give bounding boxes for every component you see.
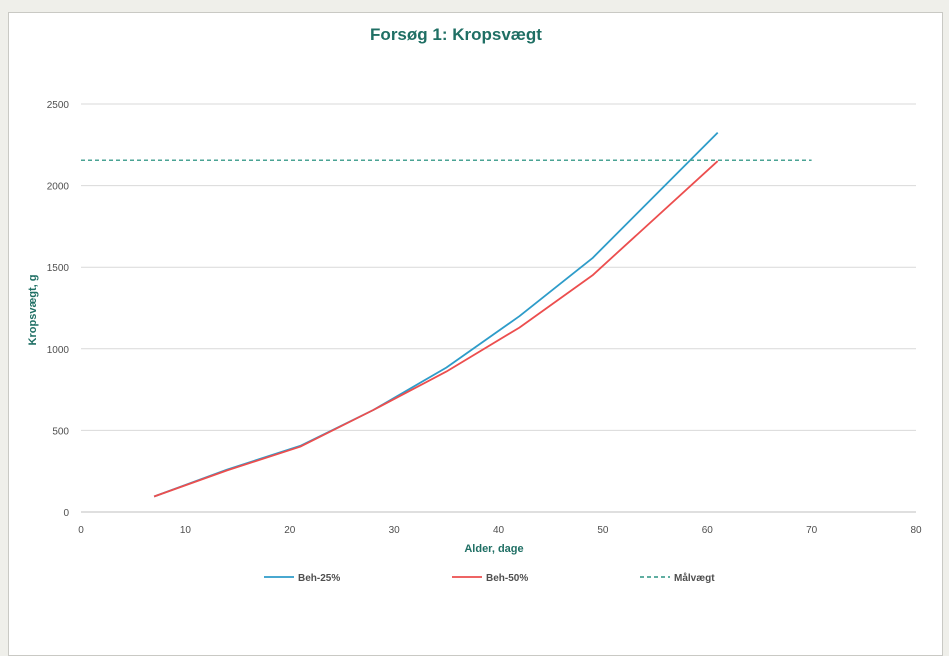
x-tick-label: 80 <box>910 525 922 536</box>
y-tick-label: 500 <box>52 426 69 437</box>
x-tick-label: 70 <box>806 525 818 536</box>
x-tick-label: 30 <box>389 525 401 536</box>
x-tick-label: 20 <box>284 525 296 536</box>
legend: Beh-25% Beh-50% Målvægt <box>264 572 715 584</box>
y-tick-label: 1000 <box>47 345 70 356</box>
legend-label-2: Beh-50% <box>486 573 528 584</box>
x-axis-label: Alder, dage <box>464 543 523 555</box>
y-tick-label: 0 <box>63 508 69 519</box>
y-tick-label: 2000 <box>47 182 70 193</box>
gridlines <box>81 103 916 431</box>
chart-frame <box>8 12 943 656</box>
x-tick-label: 60 <box>702 525 714 536</box>
x-tick-label: 50 <box>597 525 609 536</box>
y-axis-ticks: 0 500 1000 1500 2000 2500 <box>47 100 70 519</box>
series-line-2 <box>153 160 719 498</box>
series-lines <box>81 131 812 498</box>
legend-label-1: Beh-25% <box>298 573 340 584</box>
series-line-1 <box>153 131 719 498</box>
y-axis-label: Kropsvægt, g <box>27 275 39 346</box>
y-tick-label: 2500 <box>47 100 70 111</box>
x-tick-label: 0 <box>78 525 84 536</box>
legend-label-3: Målvægt <box>674 572 715 584</box>
chart-title: Forsøg 1: Kropsvægt <box>370 25 542 44</box>
y-tick-label: 1500 <box>47 263 70 274</box>
x-tick-label: 40 <box>493 525 505 536</box>
x-tick-label: 10 <box>180 525 192 536</box>
x-axis-ticks: 0 10 20 30 40 50 60 70 80 <box>78 525 922 536</box>
